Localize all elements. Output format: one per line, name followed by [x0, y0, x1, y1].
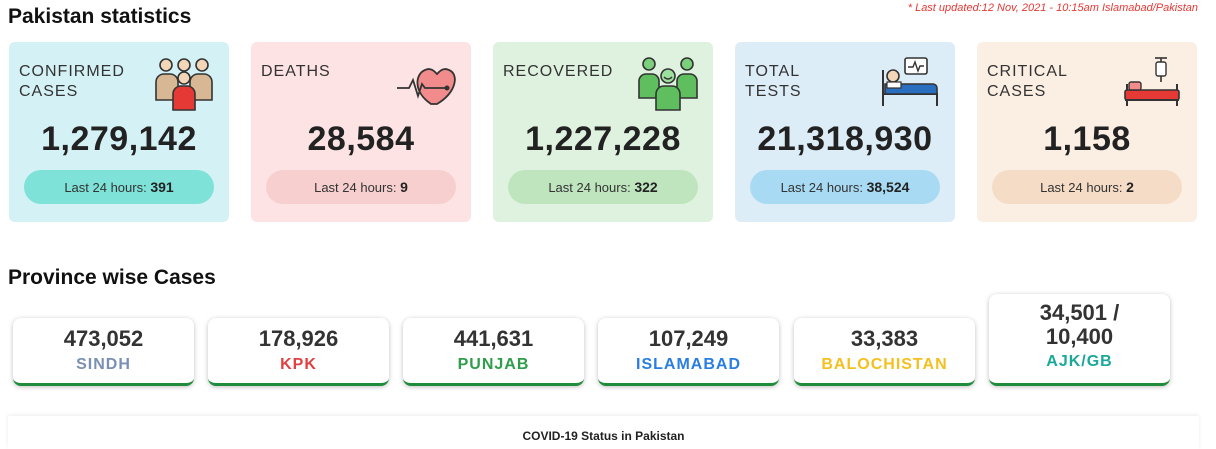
- card-label-line1: DEATHS: [261, 63, 331, 80]
- pill-value: 9: [400, 179, 408, 195]
- card-label: DEATHS: [261, 62, 331, 82]
- card-value: 1,227,228: [525, 120, 681, 158]
- last-updated-note: * Last updated:12 Nov, 2021 - 10:15am Is…: [907, 2, 1198, 14]
- hospital-bed-monitor-icon: [882, 57, 938, 106]
- card-value: 1,158: [1043, 120, 1131, 158]
- card-label-line2: CASES: [19, 83, 79, 100]
- pill-value: 38,524: [866, 179, 910, 195]
- card-value: 1,279,142: [41, 120, 197, 158]
- pill-label: Last 24 hours:: [548, 180, 631, 195]
- pill-label: Last 24 hours:: [780, 180, 863, 195]
- last-24h-pill: Last 24 hours: 322: [508, 170, 698, 204]
- confirmed-cases-card: CONFIRMED CASES 1,279,142 Last 24 hours:…: [9, 42, 229, 222]
- card-value: 21,318,930: [757, 120, 933, 158]
- recovered-people-icon: [638, 57, 698, 111]
- critical-cases-card: CRITICAL CASES 1,158 Last 24 hours: 2: [977, 42, 1197, 222]
- card-label-line1: TOTAL: [745, 63, 801, 80]
- last-24h-pill: Last 24 hours: 391: [24, 170, 214, 204]
- stat-cards: CONFIRMED CASES 1,279,142 Last 24 hours:…: [9, 42, 1199, 222]
- province-card-islamabad: 107,249 ISLAMABAD: [598, 318, 779, 386]
- last-24h-pill: Last 24 hours: 38,524: [750, 170, 940, 204]
- last-24h-pill: Last 24 hours: 2: [992, 170, 1182, 204]
- province-card-kpk: 178,926 KPK: [208, 318, 389, 386]
- card-label: CRITICAL CASES: [987, 62, 1068, 102]
- pill-label: Last 24 hours:: [64, 180, 147, 195]
- province-value: 473,052: [63, 326, 144, 351]
- province-name: PUNJAB: [457, 356, 530, 373]
- card-label-line2: TESTS: [745, 83, 802, 100]
- province-value-line2: 10,400: [1045, 324, 1114, 349]
- province-card-ajk-gb: 34,501 / 10,400 AJK/GB: [989, 294, 1170, 386]
- pill-value: 391: [150, 179, 174, 195]
- province-name: BALOCHISTAN: [821, 356, 948, 373]
- province-name: ISLAMABAD: [636, 356, 741, 373]
- deaths-card: DEATHS 28,584 Last 24 hours: 9: [251, 42, 471, 222]
- card-label-line2: CASES: [987, 83, 1047, 100]
- province-value: 441,631: [453, 326, 534, 351]
- pill-label: Last 24 hours:: [314, 180, 397, 195]
- province-value: 178,926: [258, 326, 339, 351]
- status-chart-panel: COVID-19 Status in Pakistan: [8, 416, 1199, 449]
- province-value-line1: 34,501 /: [1039, 300, 1120, 325]
- card-value: 28,584: [307, 120, 415, 158]
- province-section-title: Province wise Cases: [8, 266, 216, 289]
- province-card-punjab: 441,631 PUNJAB: [403, 318, 584, 386]
- province-card-balochistan: 33,383 BALOCHISTAN: [794, 318, 975, 386]
- recovered-card: RECOVERED 1,227,228 Last 24 hours: 322: [493, 42, 713, 222]
- province-name: KPK: [280, 356, 317, 373]
- card-label-line1: CRITICAL: [987, 63, 1068, 80]
- card-label-line1: RECOVERED: [503, 63, 614, 80]
- pill-value: 2: [1126, 179, 1134, 195]
- card-label: TOTAL TESTS: [745, 62, 802, 102]
- province-card-sindh: 473,052 SINDH: [13, 318, 194, 386]
- province-name: AJK/GB: [1046, 353, 1113, 370]
- hospital-bed-iv-icon: [1124, 57, 1180, 106]
- chart-panel-title: COVID-19 Status in Pakistan: [522, 429, 685, 443]
- province-value: 33,383: [850, 326, 919, 351]
- province-value: 107,249: [648, 326, 729, 351]
- pill-label: Last 24 hours:: [1040, 180, 1123, 195]
- pill-value: 322: [634, 179, 658, 195]
- card-label: CONFIRMED CASES: [19, 62, 125, 102]
- province-name: SINDH: [76, 356, 131, 373]
- card-label: RECOVERED: [503, 62, 613, 82]
- people-group-icon: [155, 58, 213, 111]
- total-tests-card: TOTAL TESTS 21,318,930 Last 24 hours: 38…: [735, 42, 955, 222]
- last-24h-pill: Last 24 hours: 9: [266, 170, 456, 204]
- heartbeat-icon: [397, 68, 456, 105]
- card-label-line1: CONFIRMED: [19, 63, 125, 80]
- province-value: 34,501 / 10,400: [989, 301, 1170, 349]
- page-title: Pakistan statistics: [8, 5, 192, 28]
